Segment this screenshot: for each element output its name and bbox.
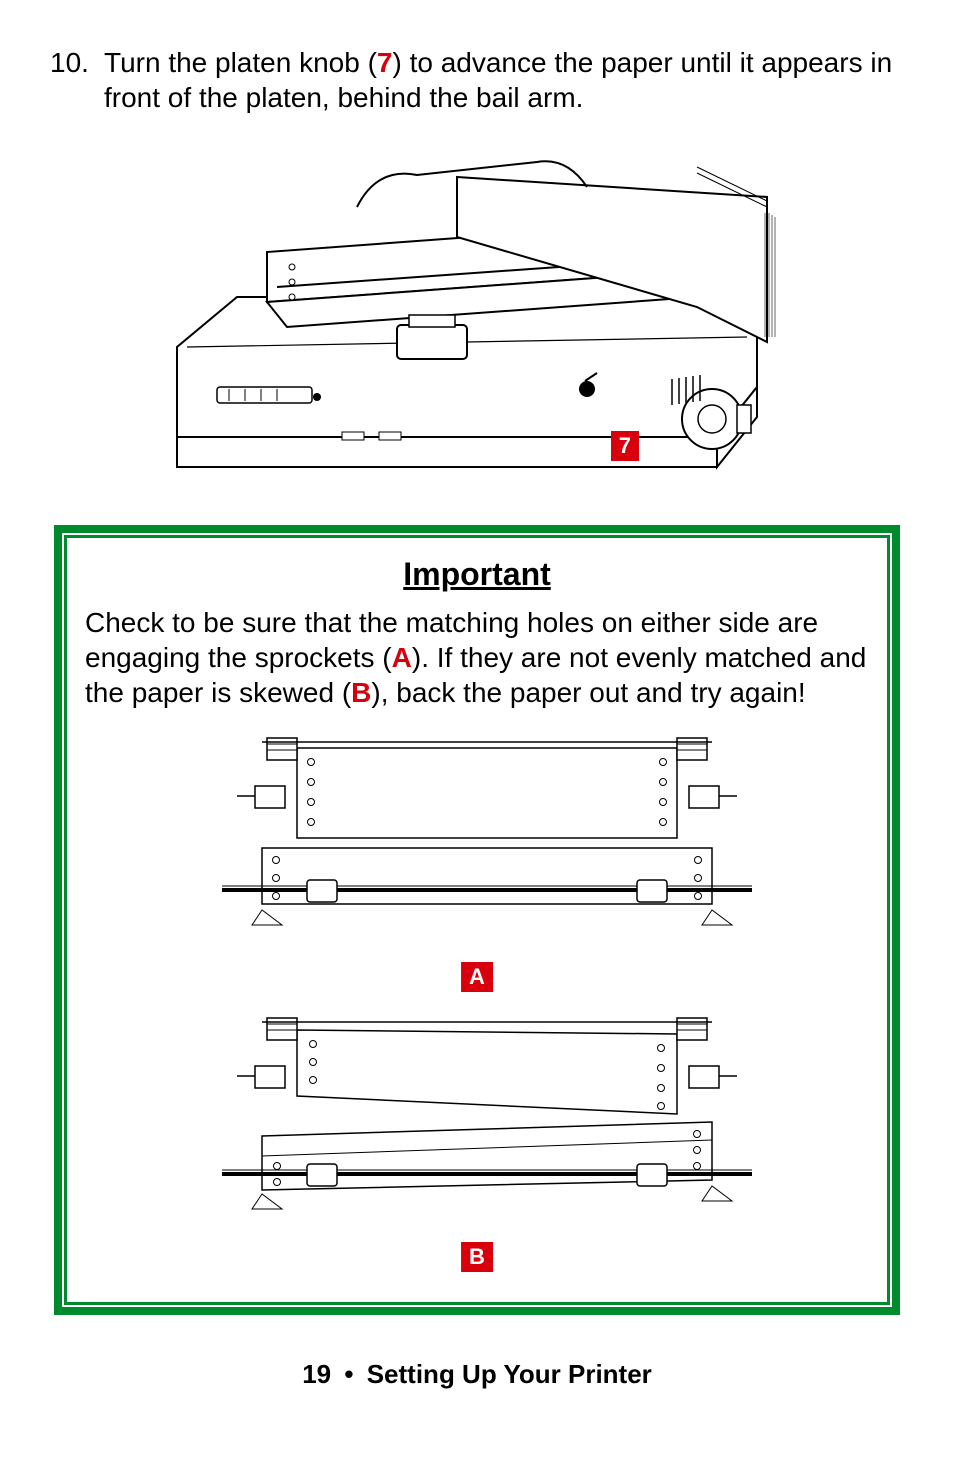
- callout-b: B: [461, 1242, 493, 1272]
- figure-b-svg: [167, 1010, 787, 1240]
- figure-a-svg: [167, 730, 787, 960]
- ref-7: 7: [377, 47, 393, 78]
- step-text-prefix: Turn the platen knob (: [104, 47, 377, 78]
- step-number: 10.: [50, 45, 104, 115]
- chapter-title: Setting Up Your Printer: [367, 1359, 652, 1389]
- ref-a: A: [392, 642, 412, 673]
- figure-b: B: [167, 1010, 787, 1270]
- ref-b: B: [351, 677, 371, 708]
- printer-illustration: 7: [157, 137, 797, 497]
- manual-page: 10. Turn the platen knob (7) to advance …: [0, 0, 954, 1430]
- step-text: Turn the platen knob (7) to advance the …: [104, 45, 904, 115]
- important-box-inner: Important Check to be sure that the matc…: [64, 535, 890, 1305]
- footer-separator: •: [344, 1359, 353, 1389]
- figure-a: A: [167, 730, 787, 990]
- callout-a: A: [461, 962, 493, 992]
- page-footer: 19 • Setting Up Your Printer: [50, 1359, 904, 1390]
- important-text-3: ), back the paper out and try again!: [371, 677, 805, 708]
- important-title: Important: [85, 556, 869, 593]
- printer-svg: [157, 137, 797, 497]
- important-box: Important Check to be sure that the matc…: [54, 525, 900, 1315]
- step-10: 10. Turn the platen knob (7) to advance …: [50, 45, 904, 115]
- page-number: 19: [302, 1359, 331, 1389]
- important-body: Check to be sure that the matching holes…: [85, 605, 869, 710]
- callout-7: 7: [611, 431, 639, 461]
